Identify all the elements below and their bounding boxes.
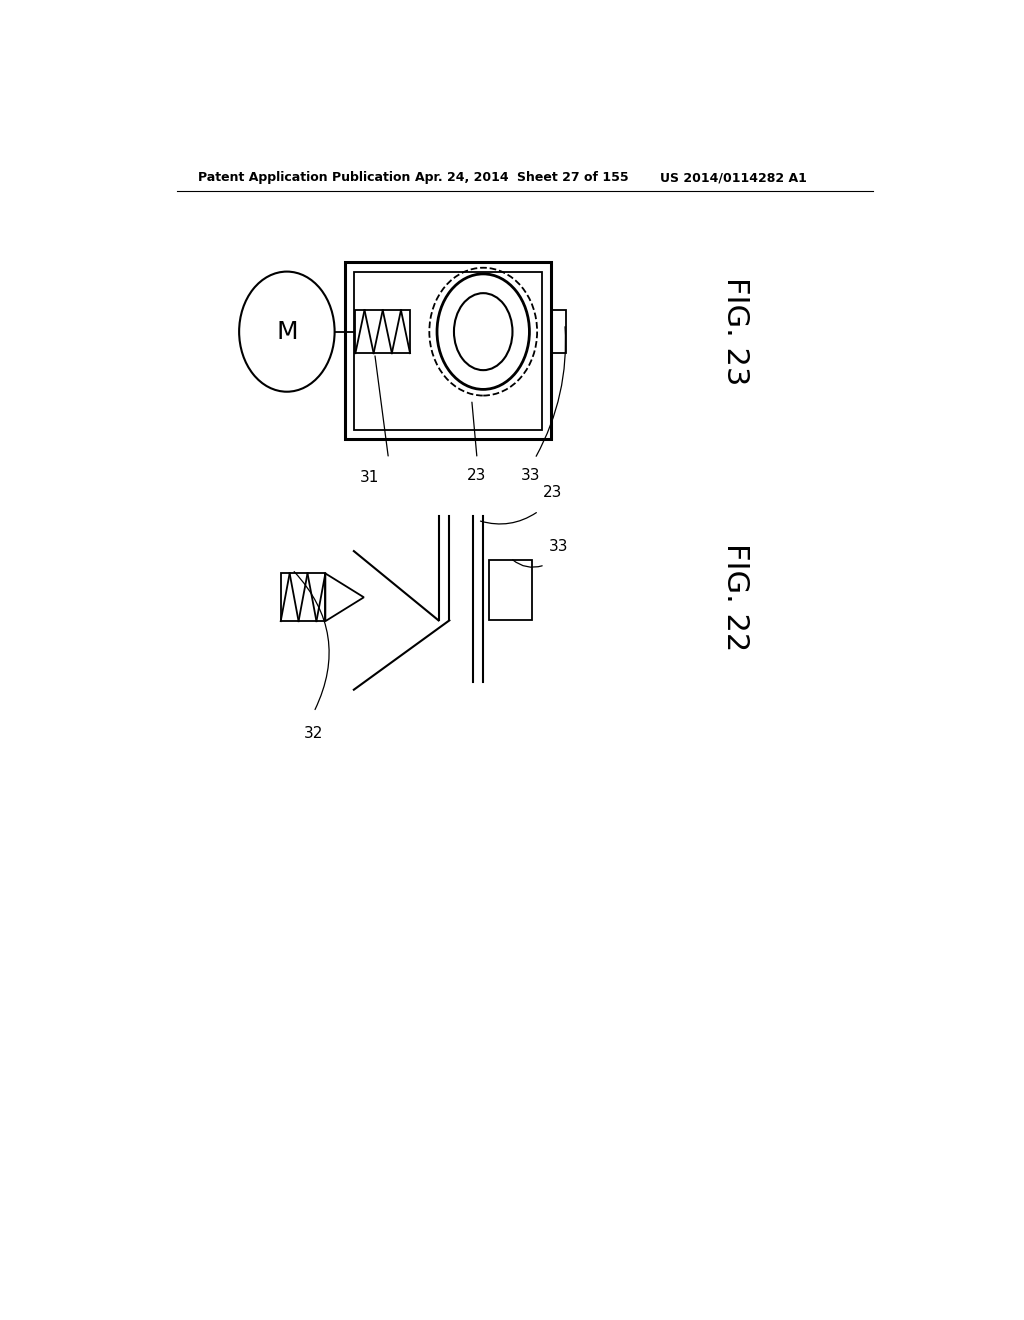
Text: M: M	[276, 319, 298, 343]
Text: 33: 33	[549, 539, 568, 554]
Ellipse shape	[240, 272, 335, 392]
Text: 31: 31	[359, 470, 379, 486]
Text: 32: 32	[304, 726, 324, 741]
Bar	[354, 272, 542, 430]
Text: 23: 23	[467, 469, 486, 483]
Text: Patent Application Publication: Patent Application Publication	[199, 172, 411, 185]
Text: 33: 33	[521, 469, 541, 483]
Text: FIG. 22: FIG. 22	[721, 543, 750, 652]
Bar	[281, 573, 326, 622]
Text: Apr. 24, 2014: Apr. 24, 2014	[416, 172, 518, 185]
Bar	[345, 263, 551, 440]
Text: Sheet 27 of 155: Sheet 27 of 155	[517, 172, 629, 185]
Bar	[551, 310, 566, 352]
Text: FIG. 23: FIG. 23	[721, 277, 750, 385]
Ellipse shape	[437, 275, 529, 389]
Bar	[355, 310, 410, 354]
Bar	[489, 560, 531, 619]
Text: US 2014/0114282 A1: US 2014/0114282 A1	[660, 172, 807, 185]
Text: 23: 23	[543, 486, 562, 500]
Ellipse shape	[454, 293, 512, 370]
